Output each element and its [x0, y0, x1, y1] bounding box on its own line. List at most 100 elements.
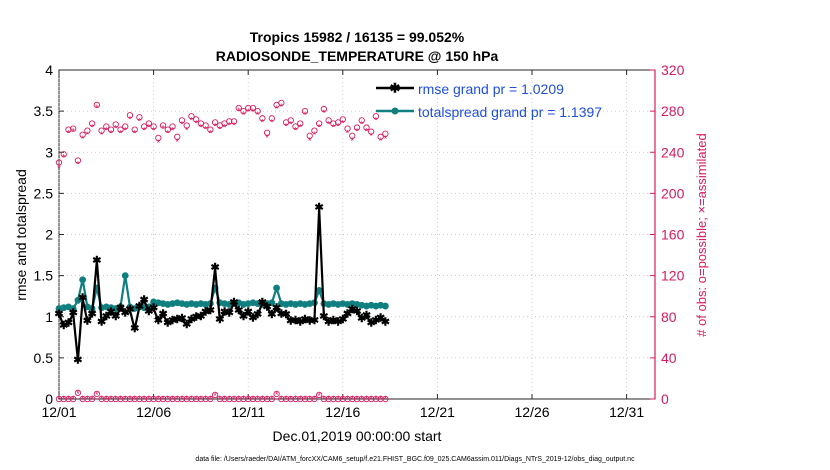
- y-axis-right: 0 40 80 120 160 200 240 280 320: [650, 62, 685, 407]
- obs-assimilated-low-marker: *: [298, 394, 302, 404]
- obs-possible-low-marker: [107, 395, 115, 403]
- obs-assimilated-low-marker: *: [223, 394, 227, 404]
- rmse-point: ✱: [220, 307, 229, 319]
- obs-assimilated-low-marker: *: [109, 394, 113, 404]
- obs-possible-low-marker: [287, 395, 294, 403]
- obs-possible-low-marker: [55, 395, 63, 403]
- obs-assimilated-marker: *: [204, 125, 208, 135]
- obs-possible-low-marker: [178, 395, 186, 403]
- obs-assimilated-marker: *: [62, 152, 66, 162]
- obs-possible-marker: [98, 127, 105, 134]
- obs-possible-marker: [287, 117, 294, 124]
- obs-possible-low-marker: [245, 395, 252, 403]
- obs-assimilated-low-marker: *: [194, 394, 198, 404]
- obs-assimilated-marker: *: [313, 130, 317, 140]
- rmse-point: ✱: [239, 311, 248, 323]
- obs-possible-marker: [117, 126, 124, 133]
- rmse-point: ✱: [225, 307, 234, 319]
- obs-possible-marker: [301, 107, 309, 115]
- obs-possible-low-marker: [159, 395, 167, 403]
- obs-possible-marker: [263, 129, 271, 136]
- obs-assimilated-low-marker: *: [346, 394, 350, 404]
- obs-assimilated-marker: *: [351, 136, 355, 146]
- y-left-tick-label: 2.5: [34, 185, 54, 201]
- obs-possible-low-marker: [273, 390, 280, 398]
- rmse-point: ✱: [376, 312, 385, 324]
- obs-assimilated-marker: *: [218, 125, 222, 135]
- legend-rmse-marker: ✱: [390, 81, 401, 96]
- rmse-point: ✱: [357, 313, 366, 325]
- obs-assimilated-low-marker: *: [171, 394, 175, 404]
- rmse-point: ✱: [154, 315, 163, 327]
- obs-possible-low-marker: [316, 391, 323, 399]
- obs-count-markers: *** *** **** * *** ***** * **** ***** * * * ** * * * ** *…: [55, 99, 389, 404]
- obs-possible-low-marker: [88, 395, 96, 403]
- obs-assimilated-marker: *: [379, 136, 383, 146]
- rmse-point: ✱: [88, 308, 97, 320]
- rmse-point: ✱: [149, 303, 158, 315]
- y-left-tick-label: 3.5: [34, 103, 54, 119]
- obs-possible-low-marker: [278, 395, 285, 403]
- obs-possible-low-marker: [353, 395, 361, 403]
- obs-assimilated-marker: *: [289, 119, 293, 129]
- obs-assimilated-low-marker: *: [284, 394, 288, 404]
- obs-assimilated-low-marker: *: [71, 394, 75, 404]
- obs-assimilated-marker: *: [71, 127, 75, 137]
- rmse-point: ✱: [163, 317, 172, 329]
- totalspread-point: [268, 299, 276, 307]
- y-right-tick-label: 0: [661, 391, 669, 407]
- obs-possible-low-marker: [334, 395, 342, 403]
- obs-assimilated-marker: *: [105, 126, 109, 136]
- rmse-point: ✱: [140, 294, 149, 306]
- obs-possible-marker: [193, 116, 200, 123]
- y-left-tick-label: 0: [45, 391, 53, 407]
- obs-possible-marker: [249, 104, 257, 112]
- rmse-point: ✱: [286, 316, 295, 328]
- rmse-point: ✱: [263, 302, 272, 314]
- obs-assimilated-marker: *: [261, 117, 265, 127]
- obs-assimilated-marker: *: [166, 129, 170, 139]
- obs-assimilated-marker: *: [317, 123, 321, 133]
- obs-possible-low-marker: [197, 395, 205, 403]
- obs-assimilated-low-marker: *: [336, 394, 340, 404]
- obs-possible-marker: [174, 133, 181, 140]
- rmse-point: ✱: [59, 320, 68, 332]
- obs-assimilated-low-marker: *: [166, 394, 170, 404]
- y-axis-left-label: rmse and totalspread: [13, 169, 29, 301]
- obs-possible-low-marker: [235, 395, 242, 403]
- x-tick-label: 12/11: [231, 404, 265, 420]
- rmse-point: ✱: [206, 305, 215, 317]
- obs-assimilated-low-marker: *: [365, 394, 369, 404]
- obs-possible-marker: [145, 120, 153, 127]
- obs-assimilated-marker: *: [308, 136, 312, 146]
- obs-possible-low-marker: [306, 395, 313, 403]
- rmse-point: ✱: [78, 293, 87, 305]
- x-tick-label: 12/16: [325, 404, 360, 420]
- obs-assimilated-marker: *: [384, 134, 388, 144]
- obs-assimilated-marker: *: [242, 110, 246, 120]
- rmse-point: ✱: [367, 317, 376, 329]
- rmse-point: ✱: [244, 307, 253, 319]
- obs-possible-marker: [334, 119, 342, 126]
- obs-possible-low-marker: [174, 395, 181, 403]
- obs-assimilated-low-marker: *: [190, 394, 194, 404]
- obs-possible-low-marker: [349, 395, 356, 403]
- rmse-point: ✱: [83, 316, 92, 328]
- y-left-tick-label: 2: [45, 227, 53, 243]
- rmse-point: ✱: [300, 314, 309, 326]
- obs-possible-marker: [155, 134, 162, 142]
- rmse-point: ✱: [348, 304, 357, 316]
- obs-assimilated-low-marker: *: [90, 394, 94, 404]
- obs-assimilated-marker: *: [355, 127, 359, 137]
- obs-assimilated-marker: *: [246, 107, 250, 117]
- obs-possible-marker: [60, 151, 67, 158]
- obs-assimilated-marker: *: [119, 129, 123, 139]
- rmse-point: ✱: [111, 311, 120, 323]
- y-right-tick-label: 80: [661, 309, 677, 325]
- obs-possible-low-marker: [98, 395, 105, 403]
- obs-possible-marker: [136, 114, 143, 121]
- totalspread-point: [79, 276, 87, 284]
- rmse-point: ✱: [333, 317, 342, 329]
- obs-assimilated-low-marker: *: [232, 394, 236, 404]
